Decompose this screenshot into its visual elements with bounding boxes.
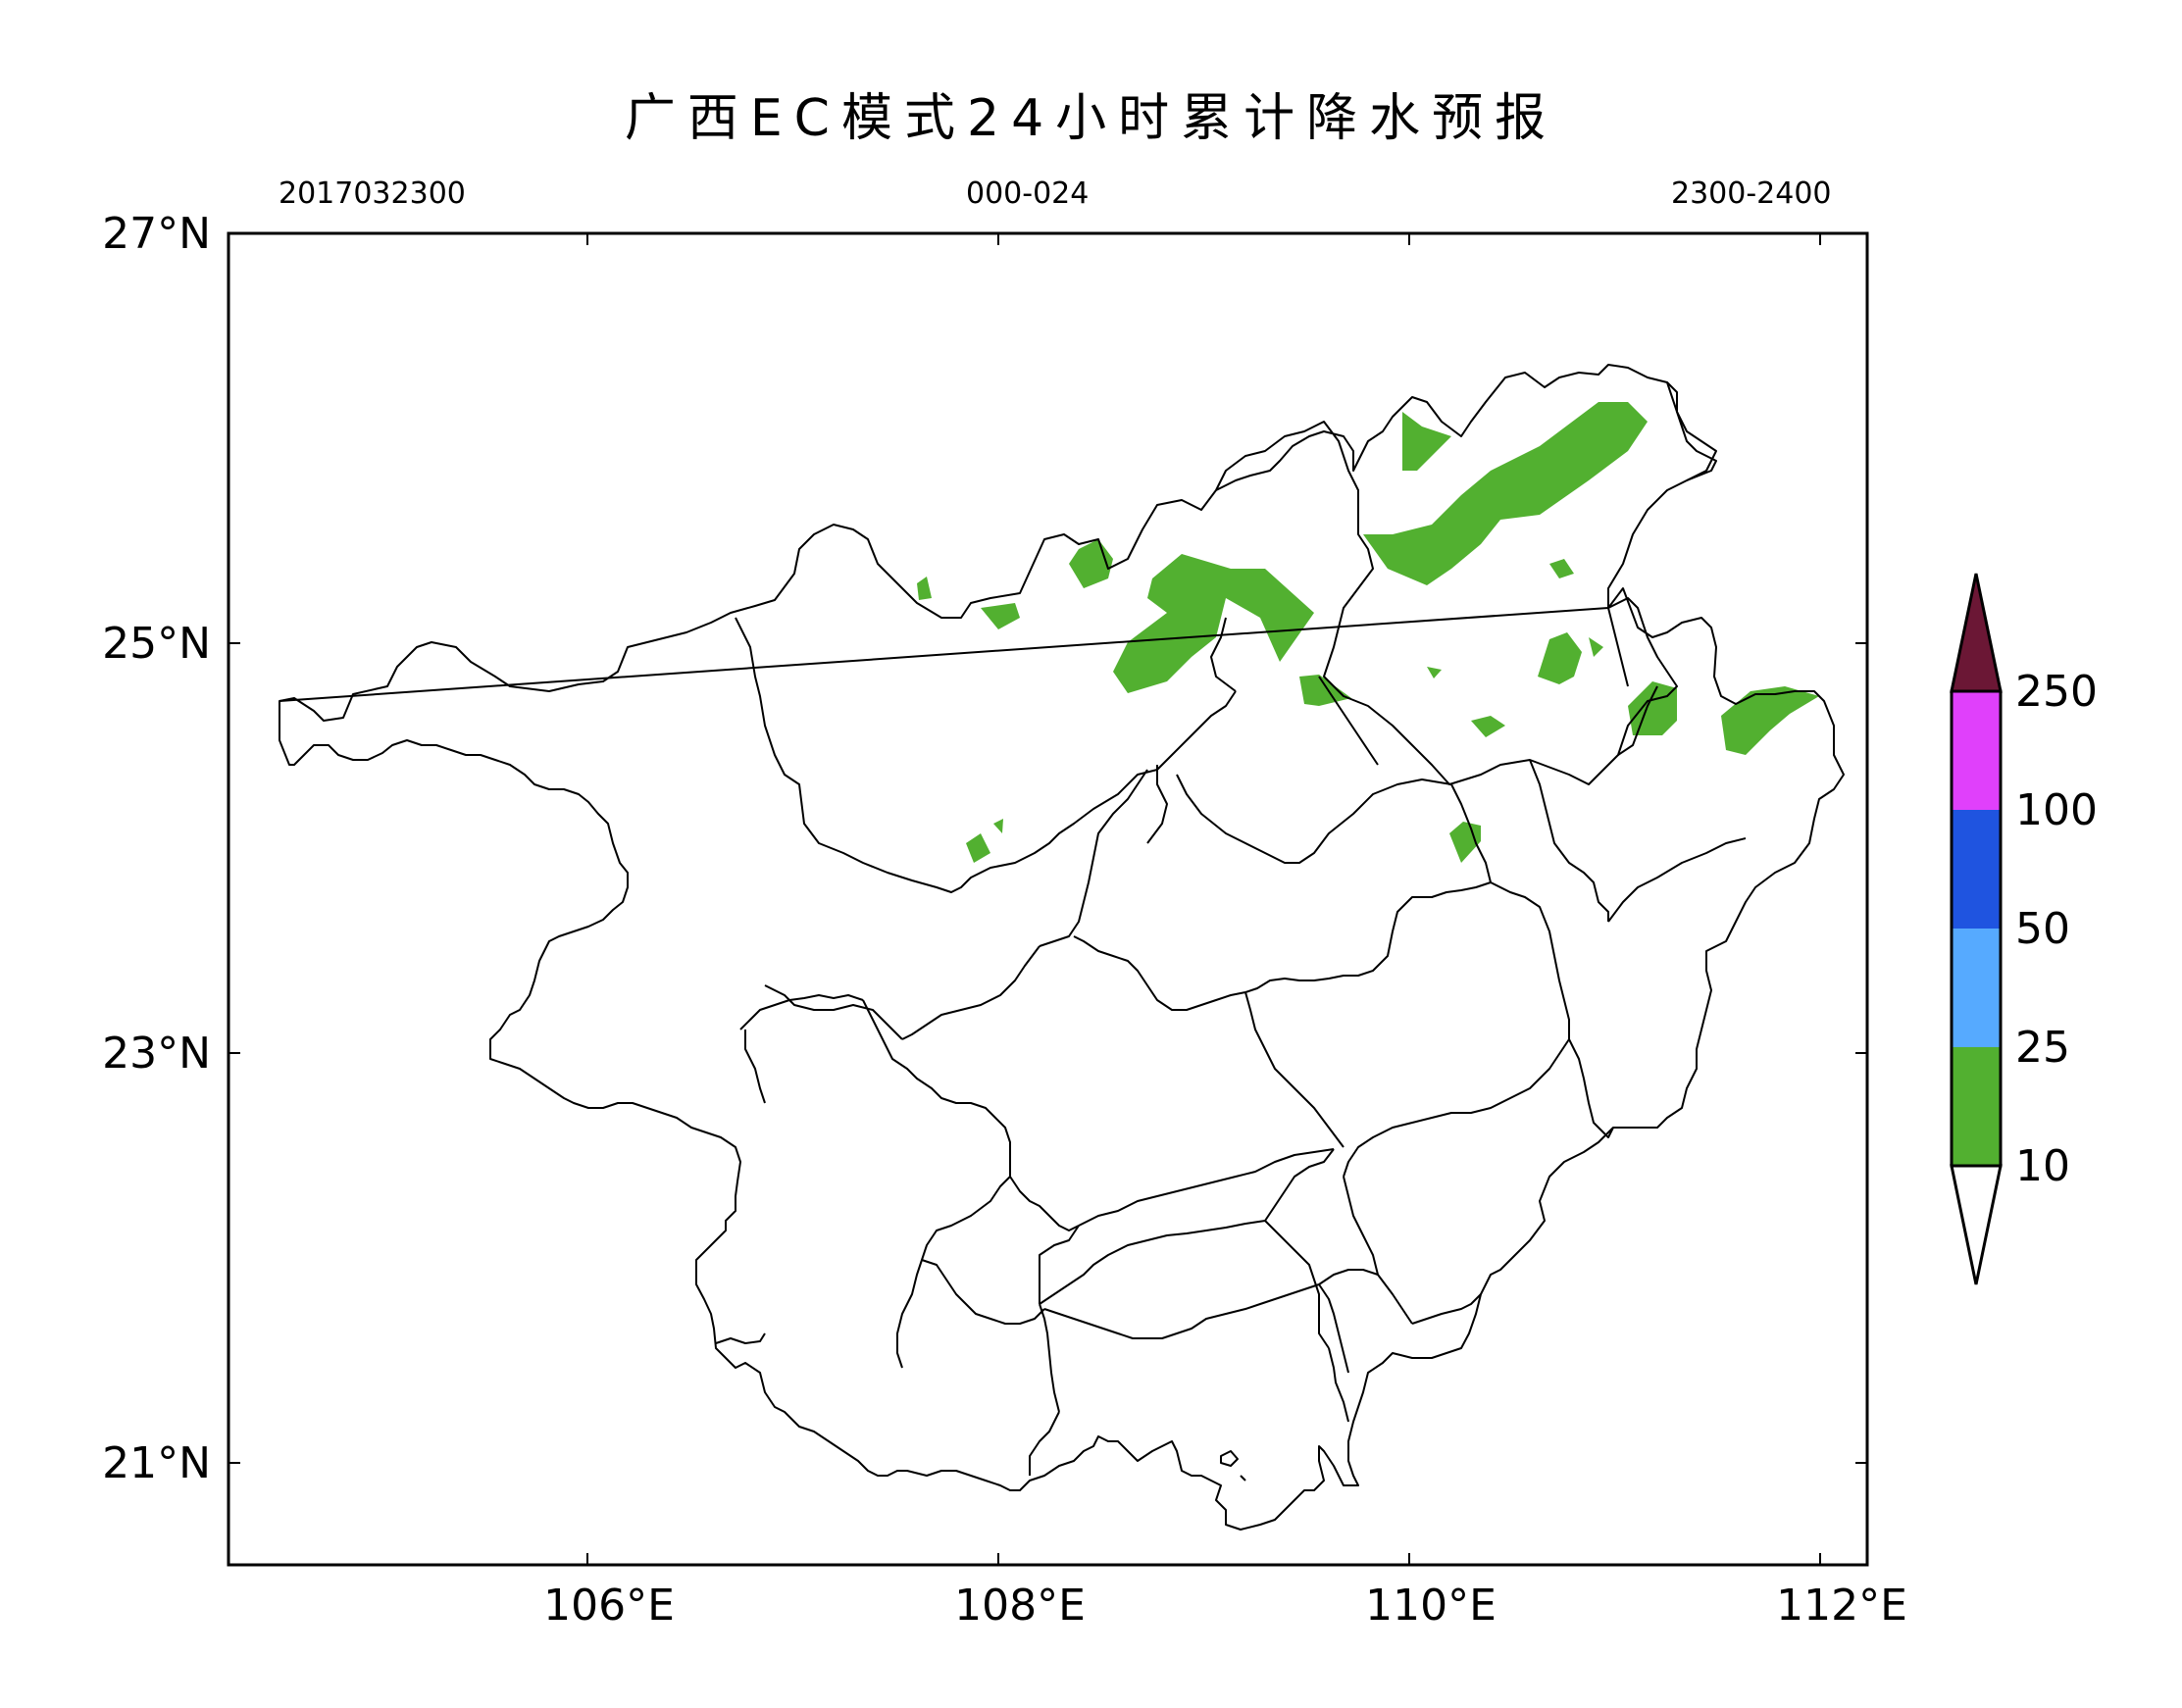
colorbar-label-250: 250 [2015, 667, 2098, 717]
city-boundary [921, 1259, 1045, 1325]
city-boundary [735, 617, 1237, 893]
city-boundary [1176, 774, 1452, 864]
colorbar-under-triangle [1950, 1164, 2003, 1285]
colorbar-label-50: 50 [2015, 904, 2070, 954]
city-boundary [901, 945, 1040, 1040]
colorbar-label-25: 25 [2015, 1023, 2070, 1073]
precip-area [1113, 554, 1314, 693]
city-boundary [1039, 1220, 1266, 1305]
lat-label-27: 27°N [102, 209, 211, 259]
subtitle-init-time: 2017032300 [279, 176, 466, 211]
city-boundary [1318, 1283, 1349, 1374]
city-boundary [764, 984, 903, 1040]
precip-area [1589, 637, 1603, 657]
province-outline [279, 587, 1845, 1531]
city-boundary [1078, 1148, 1335, 1227]
city-boundary [1244, 881, 1492, 993]
precip-area [1427, 667, 1442, 678]
plot-frame [227, 231, 1869, 1567]
city-boundary [1450, 783, 1492, 883]
city-boundary [715, 1332, 766, 1344]
subtitle-valid-period: 2300-2400 [1671, 176, 1832, 211]
city-boundary [1210, 617, 1237, 692]
city-boundary [1039, 1225, 1080, 1304]
city-boundary [1039, 769, 1148, 947]
city-boundary [1039, 1303, 1060, 1413]
precip-area [1363, 402, 1648, 585]
lat-label-25: 25°N [102, 619, 211, 669]
colorbar-label-100: 100 [2015, 785, 2098, 835]
city-boundary [1490, 881, 1570, 1039]
lat-label-21: 21°N [102, 1438, 211, 1488]
lon-labels: 106°E 108°E 110°E 112°E [543, 1581, 1907, 1631]
city-boundary [1343, 1038, 1570, 1178]
axis-ticks [228, 232, 1867, 1565]
city-boundary [1244, 991, 1345, 1148]
lon-label-106: 106°E [543, 1581, 675, 1631]
precip-area [1299, 675, 1351, 706]
colorbar-bin-50-100 [1952, 810, 2001, 929]
city-boundary [744, 1030, 766, 1104]
colorbar-bin-10-25 [1952, 1047, 2001, 1166]
colorbar-bin-100-250 [1952, 691, 2001, 810]
city-boundary [1343, 1176, 1413, 1325]
lat-labels: 27°N 25°N 23°N 21°N [102, 209, 211, 1488]
city-boundary [1043, 1283, 1320, 1339]
boundaries [279, 364, 1845, 1531]
city-boundary [1318, 676, 1379, 766]
precip-area [981, 603, 1020, 629]
province-outline [279, 364, 1717, 785]
city-boundary [896, 1176, 1011, 1369]
colorbar-over-triangle [1950, 573, 2003, 693]
island [1240, 1475, 1246, 1482]
city-boundary [862, 999, 1080, 1231]
lon-label-108: 108°E [954, 1581, 1086, 1631]
colorbar [1950, 573, 2003, 1285]
precip-area [966, 833, 990, 863]
precip-area [1721, 686, 1819, 755]
map-title: 广西EC模式24小时累计降水预报 [624, 89, 1558, 148]
province-outline [1666, 381, 1717, 481]
precip-area [1471, 716, 1505, 737]
city-boundary [1073, 935, 1246, 1011]
city-boundary [1146, 765, 1168, 844]
city-boundary [1318, 1269, 1379, 1285]
city-boundary [739, 994, 864, 1030]
city-boundary [1264, 1148, 1335, 1222]
precip-area [917, 577, 932, 600]
lon-label-110: 110°E [1365, 1581, 1497, 1631]
island [1220, 1450, 1239, 1467]
city-boundary [1029, 1411, 1060, 1476]
city-boundary [1607, 607, 1629, 687]
colorbar-bin-25-50 [1952, 929, 2001, 1047]
precip-area [1402, 412, 1451, 471]
city-boundary [1264, 1220, 1330, 1349]
colorbar-labels: 250 100 50 25 10 [2015, 667, 2098, 1191]
city-boundary [1411, 1293, 1482, 1325]
lat-label-23: 23°N [102, 1029, 211, 1079]
city-boundary [1568, 1038, 1614, 1138]
precip-areas [917, 402, 1819, 863]
subtitle-forecast-range: 000-024 [966, 176, 1090, 211]
precip-area [1538, 632, 1582, 684]
precip-area [1628, 681, 1677, 735]
city-boundary [1328, 1347, 1349, 1423]
precip-area [993, 819, 1003, 833]
city-boundary [1607, 837, 1747, 923]
province-outline [1617, 685, 1658, 756]
lon-label-112: 112°E [1776, 1581, 1907, 1631]
colorbar-label-10: 10 [2015, 1141, 2070, 1191]
city-boundary [1529, 759, 1609, 922]
precip-area [1549, 559, 1574, 578]
